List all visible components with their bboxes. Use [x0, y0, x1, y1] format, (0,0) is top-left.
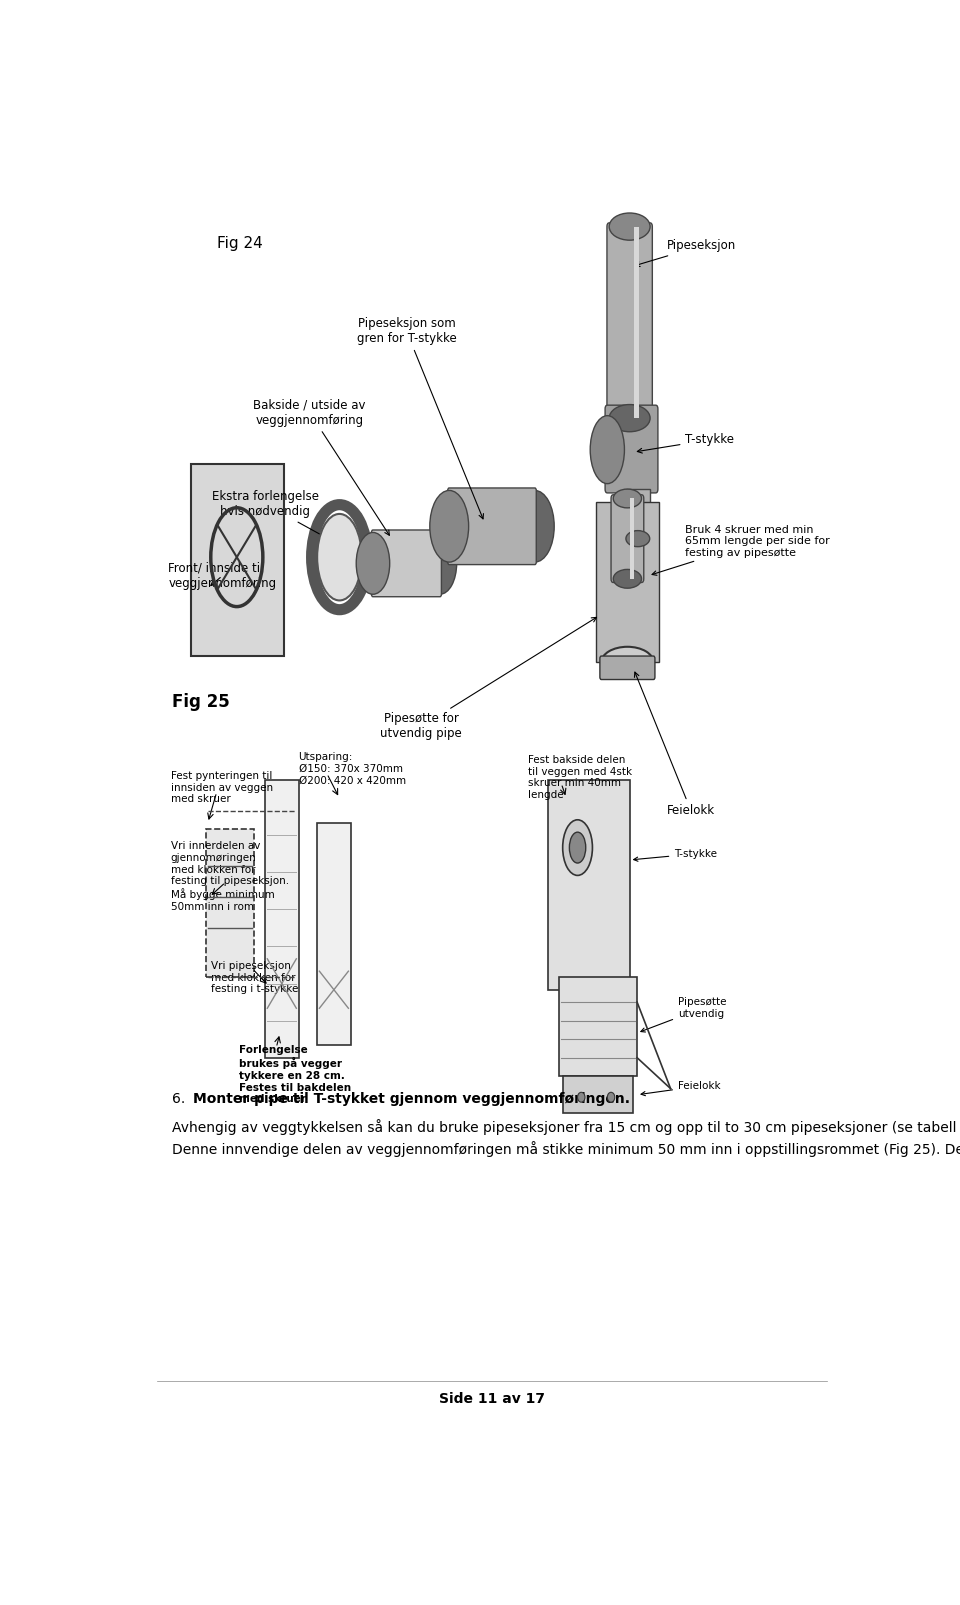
- FancyBboxPatch shape: [559, 977, 637, 1077]
- Text: T-stykke: T-stykke: [634, 849, 717, 862]
- Text: Vri pipeseksjon
med klokken for
festing i t-stykke: Vri pipeseksjon med klokken for festing …: [211, 961, 299, 995]
- Ellipse shape: [317, 514, 362, 600]
- FancyBboxPatch shape: [611, 494, 644, 583]
- Ellipse shape: [601, 647, 654, 677]
- Ellipse shape: [516, 491, 554, 562]
- Text: Front/ innside til
veggjennomføring: Front/ innside til veggjennomføring: [168, 562, 276, 589]
- Text: Pipesøtte for
utvendig pipe: Pipesøtte for utvendig pipe: [380, 618, 596, 740]
- FancyBboxPatch shape: [317, 823, 350, 1045]
- Text: Pipeseksjon som
gren for T-stykke: Pipeseksjon som gren for T-stykke: [356, 318, 484, 518]
- Ellipse shape: [626, 531, 650, 547]
- Ellipse shape: [578, 1093, 585, 1103]
- Text: Fest bakside delen
til veggen med 4stk
skruer min 40mm
lengde: Fest bakside delen til veggen med 4stk s…: [528, 754, 632, 799]
- Text: Fest pynteringen til
innsiden av veggen
med skruer: Fest pynteringen til innsiden av veggen …: [171, 770, 273, 804]
- Ellipse shape: [430, 491, 468, 562]
- Text: Pipesøtte
utvendig: Pipesøtte utvendig: [641, 997, 727, 1032]
- FancyBboxPatch shape: [563, 1077, 634, 1114]
- Text: Vri innerdelen av
gjennomøringen
med klokken for
festing til pipeseksjon.
Må byg: Vri innerdelen av gjennomøringen med klo…: [171, 841, 289, 912]
- FancyBboxPatch shape: [605, 404, 658, 493]
- Bar: [634, 226, 638, 419]
- FancyBboxPatch shape: [607, 223, 653, 422]
- FancyBboxPatch shape: [548, 780, 630, 990]
- Text: Feielokk: Feielokk: [635, 672, 715, 817]
- Ellipse shape: [563, 820, 592, 875]
- Ellipse shape: [610, 404, 650, 432]
- FancyBboxPatch shape: [205, 830, 253, 977]
- Text: Fig 24: Fig 24: [217, 236, 262, 250]
- Text: T-stykke: T-stykke: [637, 433, 734, 453]
- Ellipse shape: [423, 533, 457, 594]
- Bar: [626, 490, 650, 539]
- Ellipse shape: [608, 1093, 614, 1103]
- FancyBboxPatch shape: [600, 656, 655, 679]
- Text: Bruk 4 skruer med min
65mm lengde per side for
festing av pipesøtte: Bruk 4 skruer med min 65mm lengde per si…: [652, 525, 830, 575]
- FancyBboxPatch shape: [372, 530, 442, 597]
- Ellipse shape: [613, 570, 641, 587]
- Text: Utsparing:
Ø150: 370x 370mm
Ø200: 420 x 420mm: Utsparing: Ø150: 370x 370mm Ø200: 420 x …: [299, 753, 406, 785]
- Text: Feielokk: Feielokk: [641, 1082, 721, 1096]
- Bar: [191, 464, 284, 656]
- Text: Ekstra forlengelse
hvis nødvendig: Ekstra forlengelse hvis nødvendig: [211, 490, 370, 562]
- Text: Forlengelse
brukes på vegger
tykkere en 28 cm.
Festes til bakdelen
med skruer: Forlengelse brukes på vegger tykkere en …: [239, 1045, 351, 1104]
- Text: Side 11 av 17: Side 11 av 17: [439, 1392, 545, 1406]
- Bar: [630, 499, 634, 579]
- Text: Fig 25: Fig 25: [172, 693, 229, 711]
- Text: Bakside / utside av
veggjennomføring: Bakside / utside av veggjennomføring: [253, 398, 390, 536]
- FancyBboxPatch shape: [265, 780, 299, 1058]
- Text: Pipeseksjon: Pipeseksjon: [635, 239, 736, 266]
- Bar: [596, 501, 660, 663]
- Text: 6.: 6.: [172, 1093, 185, 1106]
- Text: Avhengig av veggtykkelsen så kan du bruke pipeseksjoner fra 15 cm og opp til to : Avhengig av veggtykkelsen så kan du bruk…: [172, 1120, 960, 1157]
- Ellipse shape: [569, 831, 586, 863]
- Ellipse shape: [610, 213, 650, 241]
- Ellipse shape: [613, 490, 641, 507]
- FancyBboxPatch shape: [447, 488, 537, 565]
- Ellipse shape: [590, 416, 624, 483]
- Ellipse shape: [356, 533, 390, 594]
- Text: Monter pipe til T-stykket gjennom veggjennomføringen.: Monter pipe til T-stykket gjennom veggje…: [193, 1093, 630, 1106]
